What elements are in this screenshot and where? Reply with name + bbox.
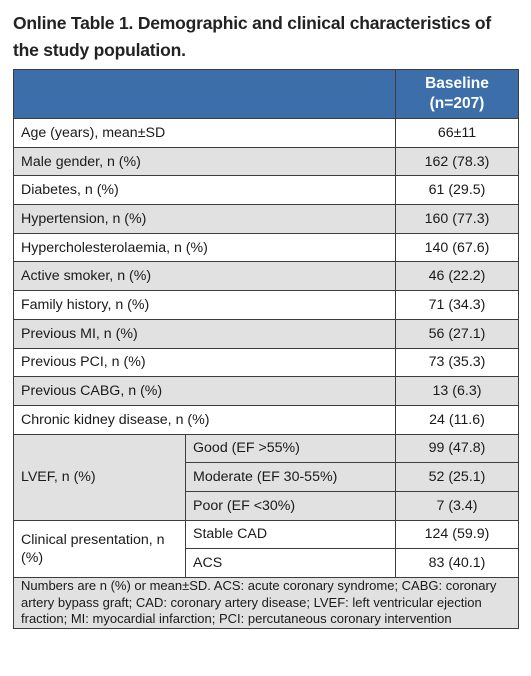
row-label: Family history, n (%) — [13, 290, 396, 320]
row-value: 66±11 — [395, 118, 519, 148]
table-row: Previous MI, n (%) 56 (27.1) — [13, 318, 519, 349]
presentation-label: Clinical presentation, n (%) — [13, 519, 186, 579]
table-row: Hypercholesterolaemia, n (%) 140 (67.6) — [13, 232, 519, 263]
presentation-sub-value: 124 (59.9) — [395, 519, 519, 550]
row-value: 162 (78.3) — [395, 146, 519, 177]
lvef-label: LVEF, n (%) — [13, 433, 186, 521]
table-row: Diabetes, n (%) 61 (29.5) — [13, 175, 519, 206]
row-label: Previous PCI, n (%) — [13, 347, 396, 378]
row-label: Diabetes, n (%) — [13, 175, 396, 206]
row-label: Previous CABG, n (%) — [13, 376, 396, 406]
table-row-presentation: ACS 83 (40.1) — [14, 548, 519, 578]
row-value: 61 (29.5) — [395, 175, 519, 206]
row-label: Previous MI, n (%) — [13, 318, 396, 349]
table-header-row: Baseline (n=207) — [13, 69, 519, 119]
row-value: 24 (11.6) — [395, 404, 519, 435]
characteristics-table: Baseline (n=207) Age (years), mean±SD 66… — [13, 69, 519, 629]
table-row: Male gender, n (%) 162 (78.3) — [13, 146, 519, 177]
row-value: 13 (6.3) — [395, 376, 519, 406]
lvef-sub-label: Poor (EF <30%) — [185, 490, 396, 521]
lvef-sub-label: Good (EF >55%) — [185, 433, 396, 464]
header-baseline-label: Baseline — [425, 75, 489, 92]
table-row: Family history, n (%) 71 (34.3) — [13, 290, 519, 320]
row-value: 73 (35.3) — [395, 347, 519, 378]
table-row: Chronic kidney disease, n (%) 24 (11.6) — [13, 404, 519, 435]
table-row: Hypertension, n (%) 160 (77.3) — [13, 204, 519, 234]
row-value: 140 (67.6) — [395, 232, 519, 263]
row-label: Hypercholesterolaemia, n (%) — [13, 232, 396, 263]
row-value: 46 (22.2) — [395, 261, 519, 292]
table-row: Previous CABG, n (%) 13 (6.3) — [13, 376, 519, 406]
table-row-lvef: LVEF, n (%) Good (EF >55%) 99 (47.8) — [13, 433, 519, 521]
row-label: Hypertension, n (%) — [13, 204, 396, 234]
table-row-lvef: Poor (EF <30%) 7 (3.4) — [14, 490, 519, 521]
table-row: Age (years), mean±SD 66±11 — [13, 118, 519, 148]
row-value: 160 (77.3) — [395, 204, 519, 234]
header-baseline-n: (n=207) — [429, 95, 485, 112]
table-footnote-row: Numbers are n (%) or mean±SD. ACS: acute… — [13, 577, 519, 629]
table-footnote: Numbers are n (%) or mean±SD. ACS: acute… — [13, 577, 519, 629]
presentation-sub-label: Stable CAD — [185, 519, 396, 550]
row-value: 71 (34.3) — [395, 290, 519, 320]
table-row: Active smoker, n (%) 46 (22.2) — [13, 261, 519, 292]
table-row-lvef: Moderate (EF 30-55%) 52 (25.1) — [14, 462, 519, 492]
row-label: Male gender, n (%) — [13, 146, 396, 177]
row-label: Active smoker, n (%) — [13, 261, 396, 292]
row-label: Age (years), mean±SD — [13, 118, 396, 148]
lvef-sub-value: 52 (25.1) — [395, 462, 519, 492]
presentation-sub-label: ACS — [185, 548, 396, 578]
lvef-sub-value: 99 (47.8) — [395, 433, 519, 464]
header-baseline-cell: Baseline (n=207) — [395, 69, 519, 119]
presentation-sub-value: 83 (40.1) — [395, 548, 519, 578]
table-row: Previous PCI, n (%) 73 (35.3) — [13, 347, 519, 378]
lvef-sub-label: Moderate (EF 30-55%) — [185, 462, 396, 492]
header-label-cell — [13, 69, 396, 119]
lvef-sub-value: 7 (3.4) — [395, 490, 519, 521]
table-row-presentation: Clinical presentation, n (%) Stable CAD … — [13, 519, 519, 579]
row-value: 56 (27.1) — [395, 318, 519, 349]
row-label: Chronic kidney disease, n (%) — [13, 404, 396, 435]
table-title: Online Table 1. Demographic and clinical… — [13, 13, 492, 60]
